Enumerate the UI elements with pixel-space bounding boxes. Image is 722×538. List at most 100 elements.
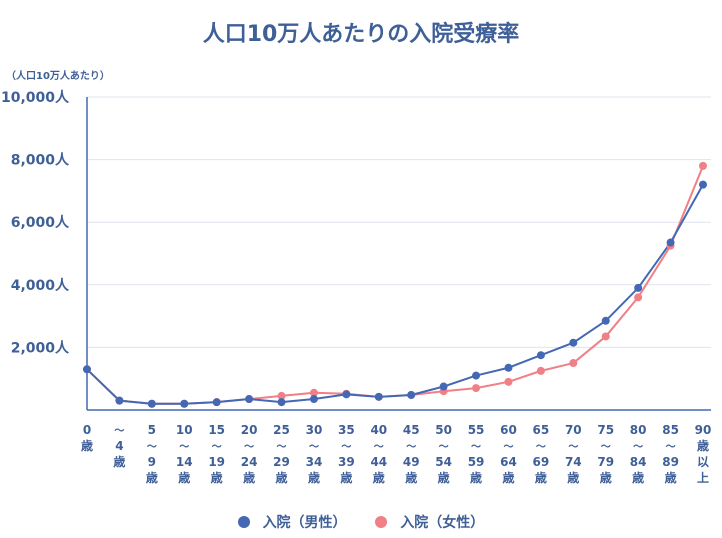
- x-tick-label-10-line-3: 歳: [405, 470, 417, 485]
- data-point-s0-19: [699, 180, 707, 189]
- x-tick-label-9-line-1: 〜: [374, 442, 384, 453]
- x-tick-label-9-line-0: 40: [370, 423, 387, 437]
- x-tick-label-11: 50 〜 54 歳: [435, 423, 452, 485]
- x-tick-label-2-line-2: 9: [148, 455, 156, 469]
- x-tick-label-16-line-3: 歳: [600, 470, 612, 485]
- x-tick-label-1: 〜 4 歳: [113, 426, 125, 469]
- data-point-s0-4: [212, 398, 221, 407]
- x-tick-label-5-line-2: 24: [241, 455, 258, 469]
- x-tick-label-6: 25 〜 29 歳: [273, 423, 290, 485]
- legend-item-male: 入院（男性）: [237, 512, 347, 532]
- x-tick-label-14: 65 〜 69 歳: [533, 423, 550, 485]
- x-tick-label-3-line-0: 10: [176, 423, 193, 437]
- data-point-s1-15: [569, 359, 578, 368]
- x-tick-label-10-line-0: 45: [403, 423, 420, 437]
- data-point-s0-1: [115, 396, 124, 405]
- x-tick-label-5: 20 〜 24 歳: [241, 423, 258, 485]
- legend-label-female: 入院（女性）: [400, 515, 485, 531]
- y-tick-label-3: 8,000人: [11, 152, 70, 169]
- x-tick-label-10: 45 〜 49 歳: [403, 423, 420, 485]
- data-point-s1-6: [277, 391, 286, 400]
- x-tick-label-6-line-2: 29: [273, 455, 290, 469]
- x-tick-label-1-line-0: 〜: [114, 426, 124, 437]
- x-tick-label-18-line-3: 歳: [665, 470, 677, 485]
- legend: 入院（男性） 入院（女性）: [0, 512, 722, 532]
- x-tick-label-3-line-1: 〜: [179, 442, 189, 453]
- x-tick-label-14-line-0: 65: [533, 423, 550, 437]
- x-tick-label-11-line-3: 歳: [438, 470, 450, 485]
- data-point-s0-16: [601, 316, 610, 325]
- x-tick-label-2-line-3: 歳: [146, 470, 158, 485]
- data-point-s1-12: [472, 384, 481, 393]
- x-tick-label-3-line-2: 14: [176, 455, 193, 469]
- x-tick-label-17-line-1: 〜: [633, 442, 643, 453]
- x-tick-label-17-line-0: 80: [630, 423, 647, 437]
- x-tick-label-5-line-1: 〜: [244, 442, 254, 453]
- data-point-s1-19: [699, 161, 707, 170]
- x-tick-label-4: 15 〜 19 歳: [208, 423, 225, 485]
- x-tick-label-18-line-0: 85: [662, 423, 679, 437]
- x-tick-label-12-line-3: 歳: [470, 470, 482, 485]
- y-tick-label-4: 10,000人: [1, 89, 70, 106]
- x-tick-label-12: 55 〜 59 歳: [468, 423, 485, 485]
- x-tick-label-7-line-1: 〜: [309, 442, 319, 453]
- x-tick-label-15-line-2: 74: [565, 455, 582, 469]
- data-point-s0-15: [569, 338, 578, 347]
- x-tick-label-13-line-3: 歳: [502, 470, 514, 485]
- x-tick-label-13-line-0: 60: [500, 423, 517, 437]
- series-points: [83, 161, 707, 408]
- x-tick-label-1-line-1: 4: [115, 439, 123, 453]
- x-tick-label-7-line-3: 歳: [308, 470, 320, 485]
- x-tick-label-19-line-0: 90: [695, 423, 712, 437]
- y-tick-label-2: 6,000人: [11, 214, 70, 231]
- x-tick-label-17: 80 〜 84 歳: [630, 423, 647, 485]
- x-tick-label-10-line-1: 〜: [406, 442, 416, 453]
- x-tick-label-8-line-2: 39: [338, 455, 355, 469]
- x-tick-label-15-line-3: 歳: [567, 470, 579, 485]
- x-tick-label-13-line-1: 〜: [503, 442, 513, 453]
- x-tick-label-15-line-1: 〜: [568, 442, 578, 453]
- y-tick-label-1: 4,000人: [11, 277, 70, 294]
- x-tick-label-14-line-3: 歳: [535, 470, 547, 485]
- data-point-s0-11: [439, 382, 448, 391]
- data-point-s1-7: [309, 388, 318, 397]
- data-point-s0-18: [666, 238, 675, 247]
- x-tick-label-0-line-1: 歳: [81, 438, 93, 453]
- data-point-s0-7: [309, 395, 318, 404]
- x-tick-label-9: 40 〜 44 歳: [370, 423, 387, 485]
- data-point-s0-6: [277, 398, 286, 407]
- x-tick-label-4-line-0: 15: [208, 423, 225, 437]
- gridlines: [87, 96, 711, 348]
- x-tick-label-16-line-2: 79: [597, 455, 614, 469]
- legend-item-female: 入院（女性）: [375, 512, 484, 532]
- data-point-s0-14: [536, 351, 545, 360]
- x-tick-label-8-line-0: 35: [338, 423, 355, 437]
- data-point-s0-17: [634, 283, 643, 292]
- data-point-s0-12: [472, 371, 481, 380]
- legend-marker-female: [375, 516, 388, 528]
- x-tick-label-19: 90 歳以上: [695, 423, 712, 485]
- x-tick-label-2-line-1: 〜: [147, 442, 157, 453]
- legend-marker-male: [237, 516, 250, 528]
- x-tick-label-19-line-2: 以: [697, 455, 709, 469]
- x-tick-label-1-line-2: 歳: [113, 454, 125, 469]
- x-tick-label-2-line-0: 5: [148, 423, 156, 437]
- x-tick-label-6-line-1: 〜: [277, 442, 287, 453]
- data-point-s1-17: [634, 293, 643, 302]
- x-tick-label-7-line-2: 34: [306, 455, 323, 469]
- x-tick-label-18-line-1: 〜: [666, 442, 676, 453]
- x-tick-label-17-line-3: 歳: [632, 470, 644, 485]
- x-tick-label-4-line-1: 〜: [212, 442, 222, 453]
- axes: [86, 97, 711, 411]
- legend-label-male: 入院（男性）: [262, 515, 347, 531]
- x-tick-label-14-line-1: 〜: [536, 442, 546, 453]
- data-point-s0-13: [504, 363, 513, 372]
- series-lines: [86, 165, 704, 405]
- x-tick-label-4-line-2: 19: [208, 455, 225, 469]
- x-tick-label-13: 60 〜 64 歳: [500, 423, 517, 485]
- x-tick-label-10-line-2: 49: [403, 455, 420, 469]
- x-tick-label-16: 75 〜 79 歳: [597, 423, 614, 485]
- data-point-s1-16: [601, 332, 610, 341]
